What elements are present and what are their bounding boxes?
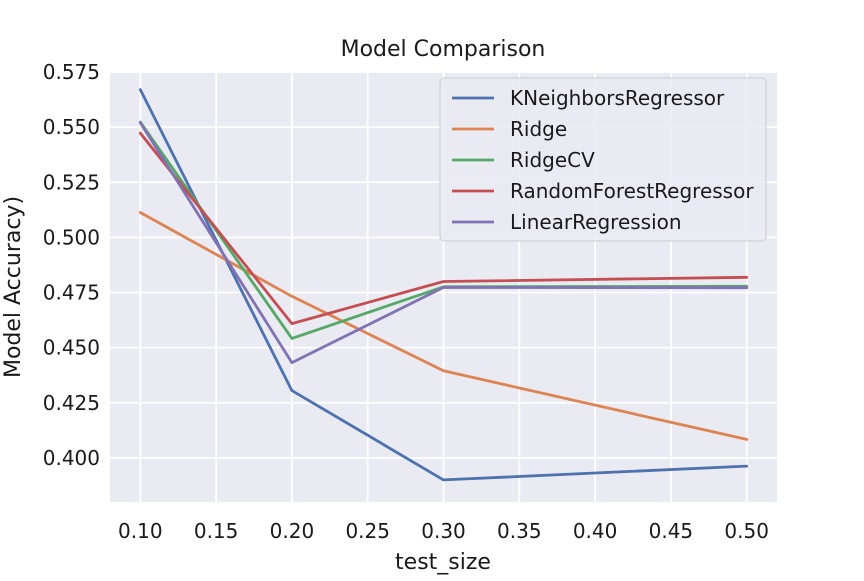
series-lines xyxy=(138,88,749,482)
legend-label: LinearRegression xyxy=(510,210,682,234)
legend-label: RidgeCV xyxy=(510,148,595,172)
y-tick-label: 0.425 xyxy=(43,391,100,415)
legend-label: RandomForestRegressor xyxy=(510,179,754,203)
x-tick-label: 0.35 xyxy=(497,519,542,543)
x-tick-label: 0.15 xyxy=(194,519,239,543)
y-tick-label: 0.525 xyxy=(43,170,100,194)
y-axis-label: Model Accuracy) xyxy=(1,196,26,378)
x-tick-label: 0.40 xyxy=(573,519,618,543)
x-tick-label: 0.30 xyxy=(421,519,466,543)
legend-box xyxy=(439,77,767,242)
x-tick-label: 0.25 xyxy=(345,519,390,543)
y-tick-label: 0.400 xyxy=(43,446,100,470)
series-line-1 xyxy=(138,211,749,441)
series-line-3 xyxy=(138,131,749,326)
x-tick-label: 0.50 xyxy=(724,519,769,543)
y-tick-label: 0.450 xyxy=(43,336,100,360)
x-tick-label: 0.10 xyxy=(118,519,163,543)
tick-labels: 0.10 0.15 0.20 0.25 0.30 0.35 0.40 0.45 0.50 0.40… xyxy=(43,60,769,543)
series-line-4 xyxy=(138,121,749,365)
y-tick-label: 0.500 xyxy=(43,225,100,249)
x-axis-label: test_size xyxy=(395,550,491,575)
y-tick-label: 0.575 xyxy=(43,60,100,84)
legend-label: Ridge xyxy=(510,117,567,141)
y-tick-label: 0.475 xyxy=(43,281,100,305)
legend-label: KNeighborsRegressor xyxy=(510,86,725,110)
x-tick-label: 0.20 xyxy=(270,519,315,543)
x-tick-label: 0.45 xyxy=(649,519,694,543)
chart-title: Model Comparison xyxy=(341,37,546,62)
y-tick-label: 0.550 xyxy=(43,115,100,139)
legend: KNeighborsRegressor Ridge RidgeCV RandomFor… xyxy=(439,77,767,242)
